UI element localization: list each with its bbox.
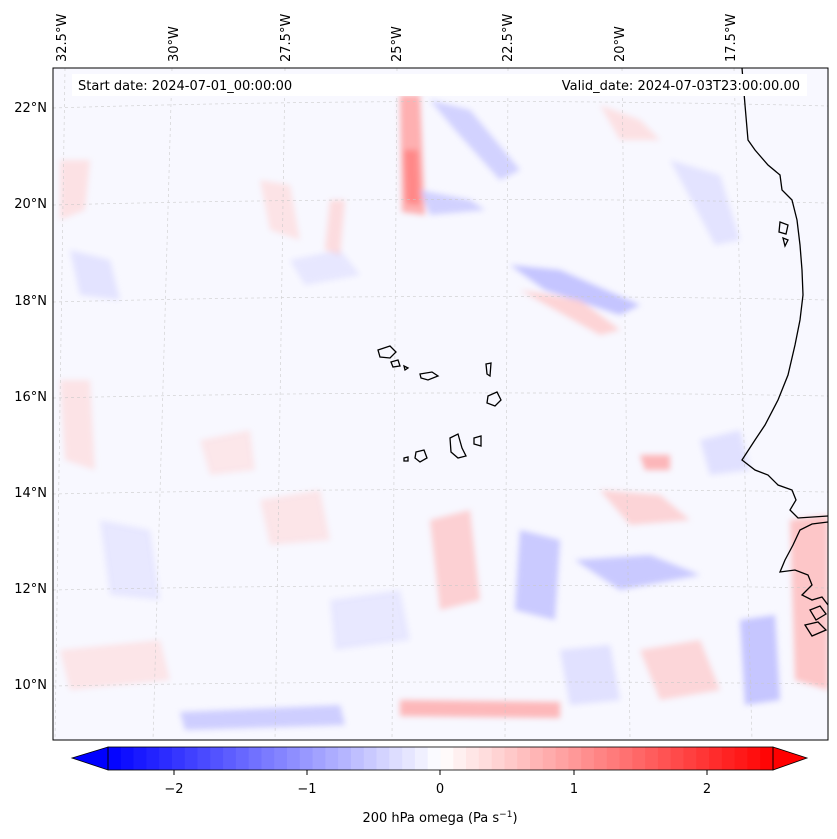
lon-label: 30°W — [167, 26, 182, 62]
graticule — [53, 68, 828, 740]
colorbar-cell — [734, 747, 748, 770]
colorbar-cell — [542, 747, 556, 770]
lon-label: 20°W — [613, 26, 628, 62]
colorbar-cell — [645, 747, 659, 770]
colorbar-cell — [530, 747, 544, 770]
lat-label: 20°N — [14, 197, 47, 212]
colorbar-cell — [709, 747, 723, 770]
omega-field — [60, 95, 828, 730]
lat-label: 16°N — [14, 390, 47, 405]
lat-label: 22°N — [14, 101, 47, 116]
colorbar-cell — [287, 747, 301, 770]
colorbar-cell — [402, 747, 416, 770]
colorbar-cell — [184, 747, 198, 770]
lon-label: 25°W — [390, 26, 405, 62]
map-panel — [53, 68, 828, 740]
colorbar-cell — [274, 747, 288, 770]
colorbar-cell — [606, 747, 620, 770]
colorbar-cell — [440, 747, 454, 770]
colorbar-high-extension — [772, 746, 809, 771]
colorbar-cell — [338, 747, 352, 770]
colorbar-cell — [427, 747, 441, 770]
colorbar-cell — [389, 747, 403, 770]
lat-label: 18°N — [14, 294, 47, 309]
colorbar-cell — [235, 747, 250, 770]
map-background — [53, 68, 828, 740]
colorbar-cell — [696, 747, 710, 770]
colorbar-cell — [414, 747, 429, 770]
colorbar-cell — [478, 747, 493, 770]
colorbar-cell — [120, 747, 134, 770]
cape-verde-islands — [377, 345, 397, 359]
colorbar-cell — [683, 747, 697, 770]
colorbar-cell — [325, 747, 339, 770]
colorbar-cell — [363, 747, 377, 770]
colorbar-cell — [670, 747, 684, 770]
colorbar-cell — [350, 747, 365, 770]
colorbar-cell — [453, 747, 467, 770]
colorbar-cell — [555, 747, 569, 770]
colorbar-cell — [312, 747, 326, 770]
colorbar-tick-label: 0 — [436, 782, 444, 797]
colorbar-cell — [171, 747, 186, 770]
colorbar-cell — [197, 747, 211, 770]
colorbar-cell — [261, 747, 275, 770]
africa-coastline — [741, 68, 828, 519]
colorbar-cell — [146, 747, 160, 770]
colorbar-tick-label: 2 — [703, 782, 711, 797]
colorbar-cell — [133, 747, 147, 770]
colorbar-ticks: −2 −1 0 1 2 — [164, 770, 711, 797]
colorbar-low-extension — [70, 746, 109, 771]
colorbar-cell — [248, 747, 262, 770]
colorbar-cell — [159, 747, 173, 770]
colorbar-tick-label: 1 — [570, 782, 578, 797]
colorbar-cell — [108, 747, 122, 770]
colorbar-cell — [210, 747, 224, 770]
lon-label: 22.5°W — [501, 14, 516, 62]
colorbar-cell — [760, 747, 774, 770]
colorbar-cell — [568, 747, 582, 770]
colorbar-cell — [747, 747, 761, 770]
start-date-text: Start date: 2024-07-01_00:00:00 — [78, 79, 292, 94]
colorbar-cell — [376, 747, 390, 770]
lat-label: 10°N — [14, 678, 47, 693]
coastline — [377, 68, 828, 637]
colorbar-cell — [517, 747, 531, 770]
colorbar-cell — [581, 747, 595, 770]
colorbar-cell — [466, 747, 480, 770]
colorbar-label: 200 hPa omega (Pa s−1) — [362, 810, 517, 826]
header-box — [72, 74, 807, 96]
colorbar-cell — [223, 747, 237, 770]
lon-label: 32.5°W — [55, 14, 70, 62]
colorbar-cell — [491, 747, 505, 770]
colorbar-cell — [632, 747, 646, 770]
lat-label: 12°N — [14, 582, 47, 597]
colorbar-cell — [721, 747, 736, 770]
lat-label: 14°N — [14, 486, 47, 501]
lon-label: 17.5°W — [724, 14, 739, 62]
longitude-labels: 32.5°W 30°W 27.5°W 25°W 22.5°W 20°W 17.5… — [55, 14, 739, 62]
colorbar-cell — [504, 747, 518, 770]
colorbar-cell — [299, 747, 314, 770]
colorbar-tick-label: −1 — [297, 782, 316, 797]
colorbar-cell — [619, 747, 633, 770]
latitude-labels: 22°N 20°N 18°N 16°N 14°N 12°N 10°N — [14, 101, 47, 693]
map-frame — [52, 67, 829, 741]
lon-label: 27.5°W — [279, 14, 294, 62]
colorbar-tick-label: −2 — [164, 782, 183, 797]
colorbar-cell — [657, 747, 672, 770]
valid-date-text: Valid_date: 2024-07-03T23:00:00.00 — [562, 79, 800, 94]
colorbar-cells — [108, 747, 774, 770]
colorbar: −2 −1 0 1 2 200 hPa omega (Pa s−1) — [70, 746, 809, 826]
colorbar-cell — [593, 747, 608, 770]
